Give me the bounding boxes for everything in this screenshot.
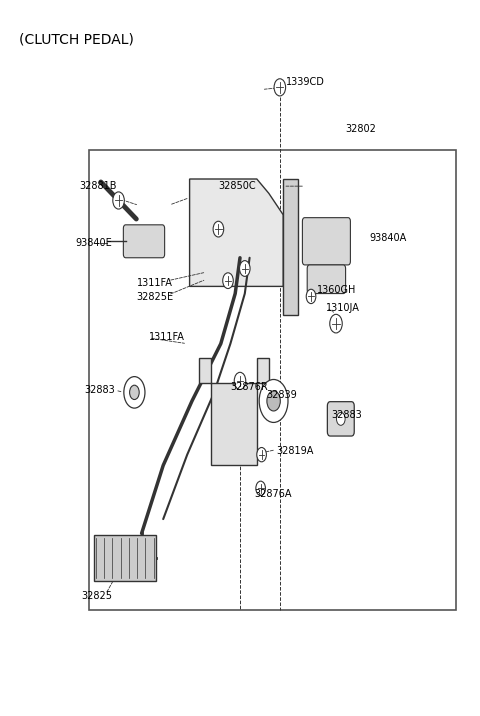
Text: 32819A: 32819A (276, 446, 313, 456)
Circle shape (274, 79, 286, 96)
Circle shape (336, 412, 345, 425)
Text: 32825E: 32825E (137, 292, 174, 302)
Bar (89, 150, 456, 610)
Circle shape (213, 221, 224, 237)
Circle shape (256, 481, 265, 495)
Polygon shape (199, 358, 269, 465)
Text: 32802: 32802 (346, 124, 376, 134)
Circle shape (223, 273, 233, 289)
Circle shape (124, 377, 145, 408)
Circle shape (330, 314, 342, 333)
Text: 32883: 32883 (84, 385, 115, 395)
Circle shape (240, 261, 250, 276)
Text: 32876A: 32876A (254, 489, 292, 499)
Text: 1360GH: 1360GH (317, 285, 356, 295)
Text: 32839: 32839 (266, 390, 297, 400)
Bar (94, 535, 156, 581)
FancyBboxPatch shape (327, 402, 354, 436)
Text: 1311FA: 1311FA (149, 332, 185, 342)
Text: 93840A: 93840A (370, 233, 407, 243)
Text: 32825: 32825 (82, 591, 113, 601)
Circle shape (259, 379, 288, 422)
Text: 1339CD: 1339CD (286, 77, 324, 87)
Circle shape (267, 391, 280, 411)
FancyBboxPatch shape (307, 265, 346, 294)
Circle shape (257, 448, 266, 462)
Text: 1311FA: 1311FA (137, 278, 173, 288)
Circle shape (130, 385, 139, 400)
Circle shape (113, 192, 124, 209)
Text: 32876R: 32876R (230, 382, 268, 392)
Circle shape (234, 372, 246, 390)
Polygon shape (190, 179, 283, 286)
FancyBboxPatch shape (123, 225, 165, 258)
FancyBboxPatch shape (302, 218, 350, 265)
Text: 1310JA: 1310JA (326, 303, 360, 313)
Circle shape (306, 289, 316, 304)
Text: 93840E: 93840E (76, 238, 113, 248)
Polygon shape (283, 179, 298, 315)
Text: 32850C: 32850C (218, 181, 256, 191)
Text: (CLUTCH PEDAL): (CLUTCH PEDAL) (19, 32, 134, 47)
Text: 32883: 32883 (331, 410, 362, 420)
Text: 32881B: 32881B (79, 181, 117, 191)
